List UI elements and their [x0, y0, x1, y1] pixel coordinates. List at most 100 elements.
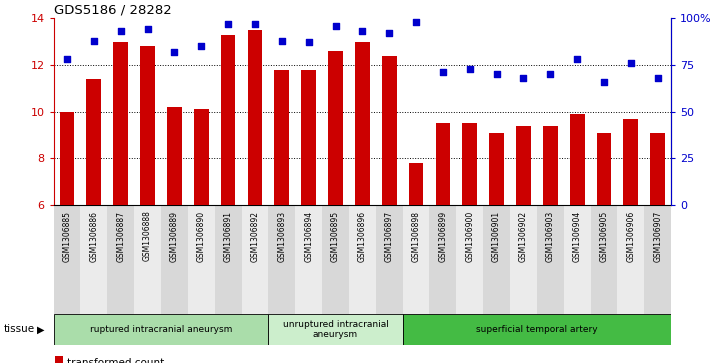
Bar — [54, 314, 268, 345]
Bar — [322, 205, 349, 314]
Bar — [188, 205, 215, 314]
Bar — [140, 46, 155, 205]
Bar — [590, 205, 618, 314]
Bar — [537, 205, 564, 314]
Bar — [430, 205, 456, 314]
Point — [625, 60, 637, 66]
Point — [276, 38, 288, 44]
Bar — [167, 107, 182, 205]
Bar — [134, 205, 161, 314]
Bar — [268, 205, 295, 314]
Bar — [107, 205, 134, 314]
Bar — [355, 41, 370, 205]
Point — [383, 30, 395, 36]
Point — [303, 40, 314, 45]
Bar — [56, 356, 64, 363]
Bar — [510, 205, 537, 314]
Point — [115, 28, 126, 34]
Point — [61, 56, 73, 62]
Bar — [382, 56, 396, 205]
Point — [196, 43, 207, 49]
Bar — [114, 41, 128, 205]
Bar — [86, 79, 101, 205]
Bar — [301, 70, 316, 205]
Text: GDS5186 / 28282: GDS5186 / 28282 — [54, 4, 171, 17]
Text: GSM1306906: GSM1306906 — [626, 211, 635, 262]
Text: GSM1306905: GSM1306905 — [600, 211, 608, 262]
Bar — [597, 132, 611, 205]
Text: GSM1306898: GSM1306898 — [411, 211, 421, 261]
Text: GSM1306888: GSM1306888 — [143, 211, 152, 261]
Point — [491, 72, 503, 77]
Bar — [543, 126, 558, 205]
Bar — [463, 123, 477, 205]
Text: GSM1306903: GSM1306903 — [545, 211, 555, 262]
Text: GSM1306885: GSM1306885 — [63, 211, 71, 261]
Bar — [436, 123, 451, 205]
Text: GSM1306899: GSM1306899 — [438, 211, 448, 262]
Bar — [516, 126, 531, 205]
Text: tissue: tissue — [4, 325, 35, 334]
Text: GSM1306889: GSM1306889 — [170, 211, 179, 261]
Text: ▶: ▶ — [37, 325, 45, 334]
Text: GSM1306900: GSM1306900 — [466, 211, 474, 262]
Point — [88, 38, 99, 44]
Bar — [483, 205, 510, 314]
Point — [598, 79, 610, 85]
Bar — [274, 70, 289, 205]
Bar — [328, 51, 343, 205]
Text: superficial temporal artery: superficial temporal artery — [476, 325, 598, 334]
Bar — [161, 205, 188, 314]
Point — [518, 75, 529, 81]
Bar — [295, 205, 322, 314]
Text: GSM1306891: GSM1306891 — [223, 211, 233, 261]
Point — [464, 66, 476, 72]
Bar — [215, 205, 241, 314]
Text: GSM1306886: GSM1306886 — [89, 211, 99, 261]
Bar — [403, 314, 671, 345]
Bar — [268, 314, 403, 345]
Point — [222, 21, 233, 26]
Text: GSM1306892: GSM1306892 — [251, 211, 259, 261]
Text: ruptured intracranial aneurysm: ruptured intracranial aneurysm — [90, 325, 232, 334]
Point — [652, 75, 663, 81]
Text: GSM1306890: GSM1306890 — [197, 211, 206, 262]
Bar — [570, 114, 585, 205]
Point — [437, 69, 448, 75]
Text: transformed count: transformed count — [67, 358, 164, 363]
Point — [142, 26, 154, 32]
Text: GSM1306887: GSM1306887 — [116, 211, 125, 261]
Bar — [349, 205, 376, 314]
Bar — [241, 205, 268, 314]
Bar — [376, 205, 403, 314]
Text: unruptured intracranial
aneurysm: unruptured intracranial aneurysm — [283, 320, 388, 339]
Text: GSM1306902: GSM1306902 — [519, 211, 528, 262]
Text: GSM1306895: GSM1306895 — [331, 211, 340, 262]
Point — [249, 21, 261, 26]
Bar — [403, 205, 430, 314]
Point — [545, 72, 556, 77]
Text: GSM1306896: GSM1306896 — [358, 211, 367, 262]
Bar — [248, 30, 262, 205]
Bar — [456, 205, 483, 314]
Bar — [59, 112, 74, 205]
Bar — [564, 205, 590, 314]
Bar — [194, 109, 208, 205]
Bar — [408, 163, 423, 205]
Bar — [644, 205, 671, 314]
Bar — [489, 132, 504, 205]
Text: GSM1306904: GSM1306904 — [573, 211, 582, 262]
Bar — [650, 132, 665, 205]
Text: GSM1306897: GSM1306897 — [385, 211, 393, 262]
Point — [571, 56, 583, 62]
Text: GSM1306894: GSM1306894 — [304, 211, 313, 262]
Bar — [81, 205, 107, 314]
Bar — [221, 34, 236, 205]
Point — [411, 19, 422, 25]
Bar — [54, 205, 81, 314]
Text: GSM1306901: GSM1306901 — [492, 211, 501, 262]
Text: GSM1306893: GSM1306893 — [277, 211, 286, 262]
Bar — [623, 119, 638, 205]
Point — [330, 23, 341, 29]
Text: GSM1306907: GSM1306907 — [653, 211, 662, 262]
